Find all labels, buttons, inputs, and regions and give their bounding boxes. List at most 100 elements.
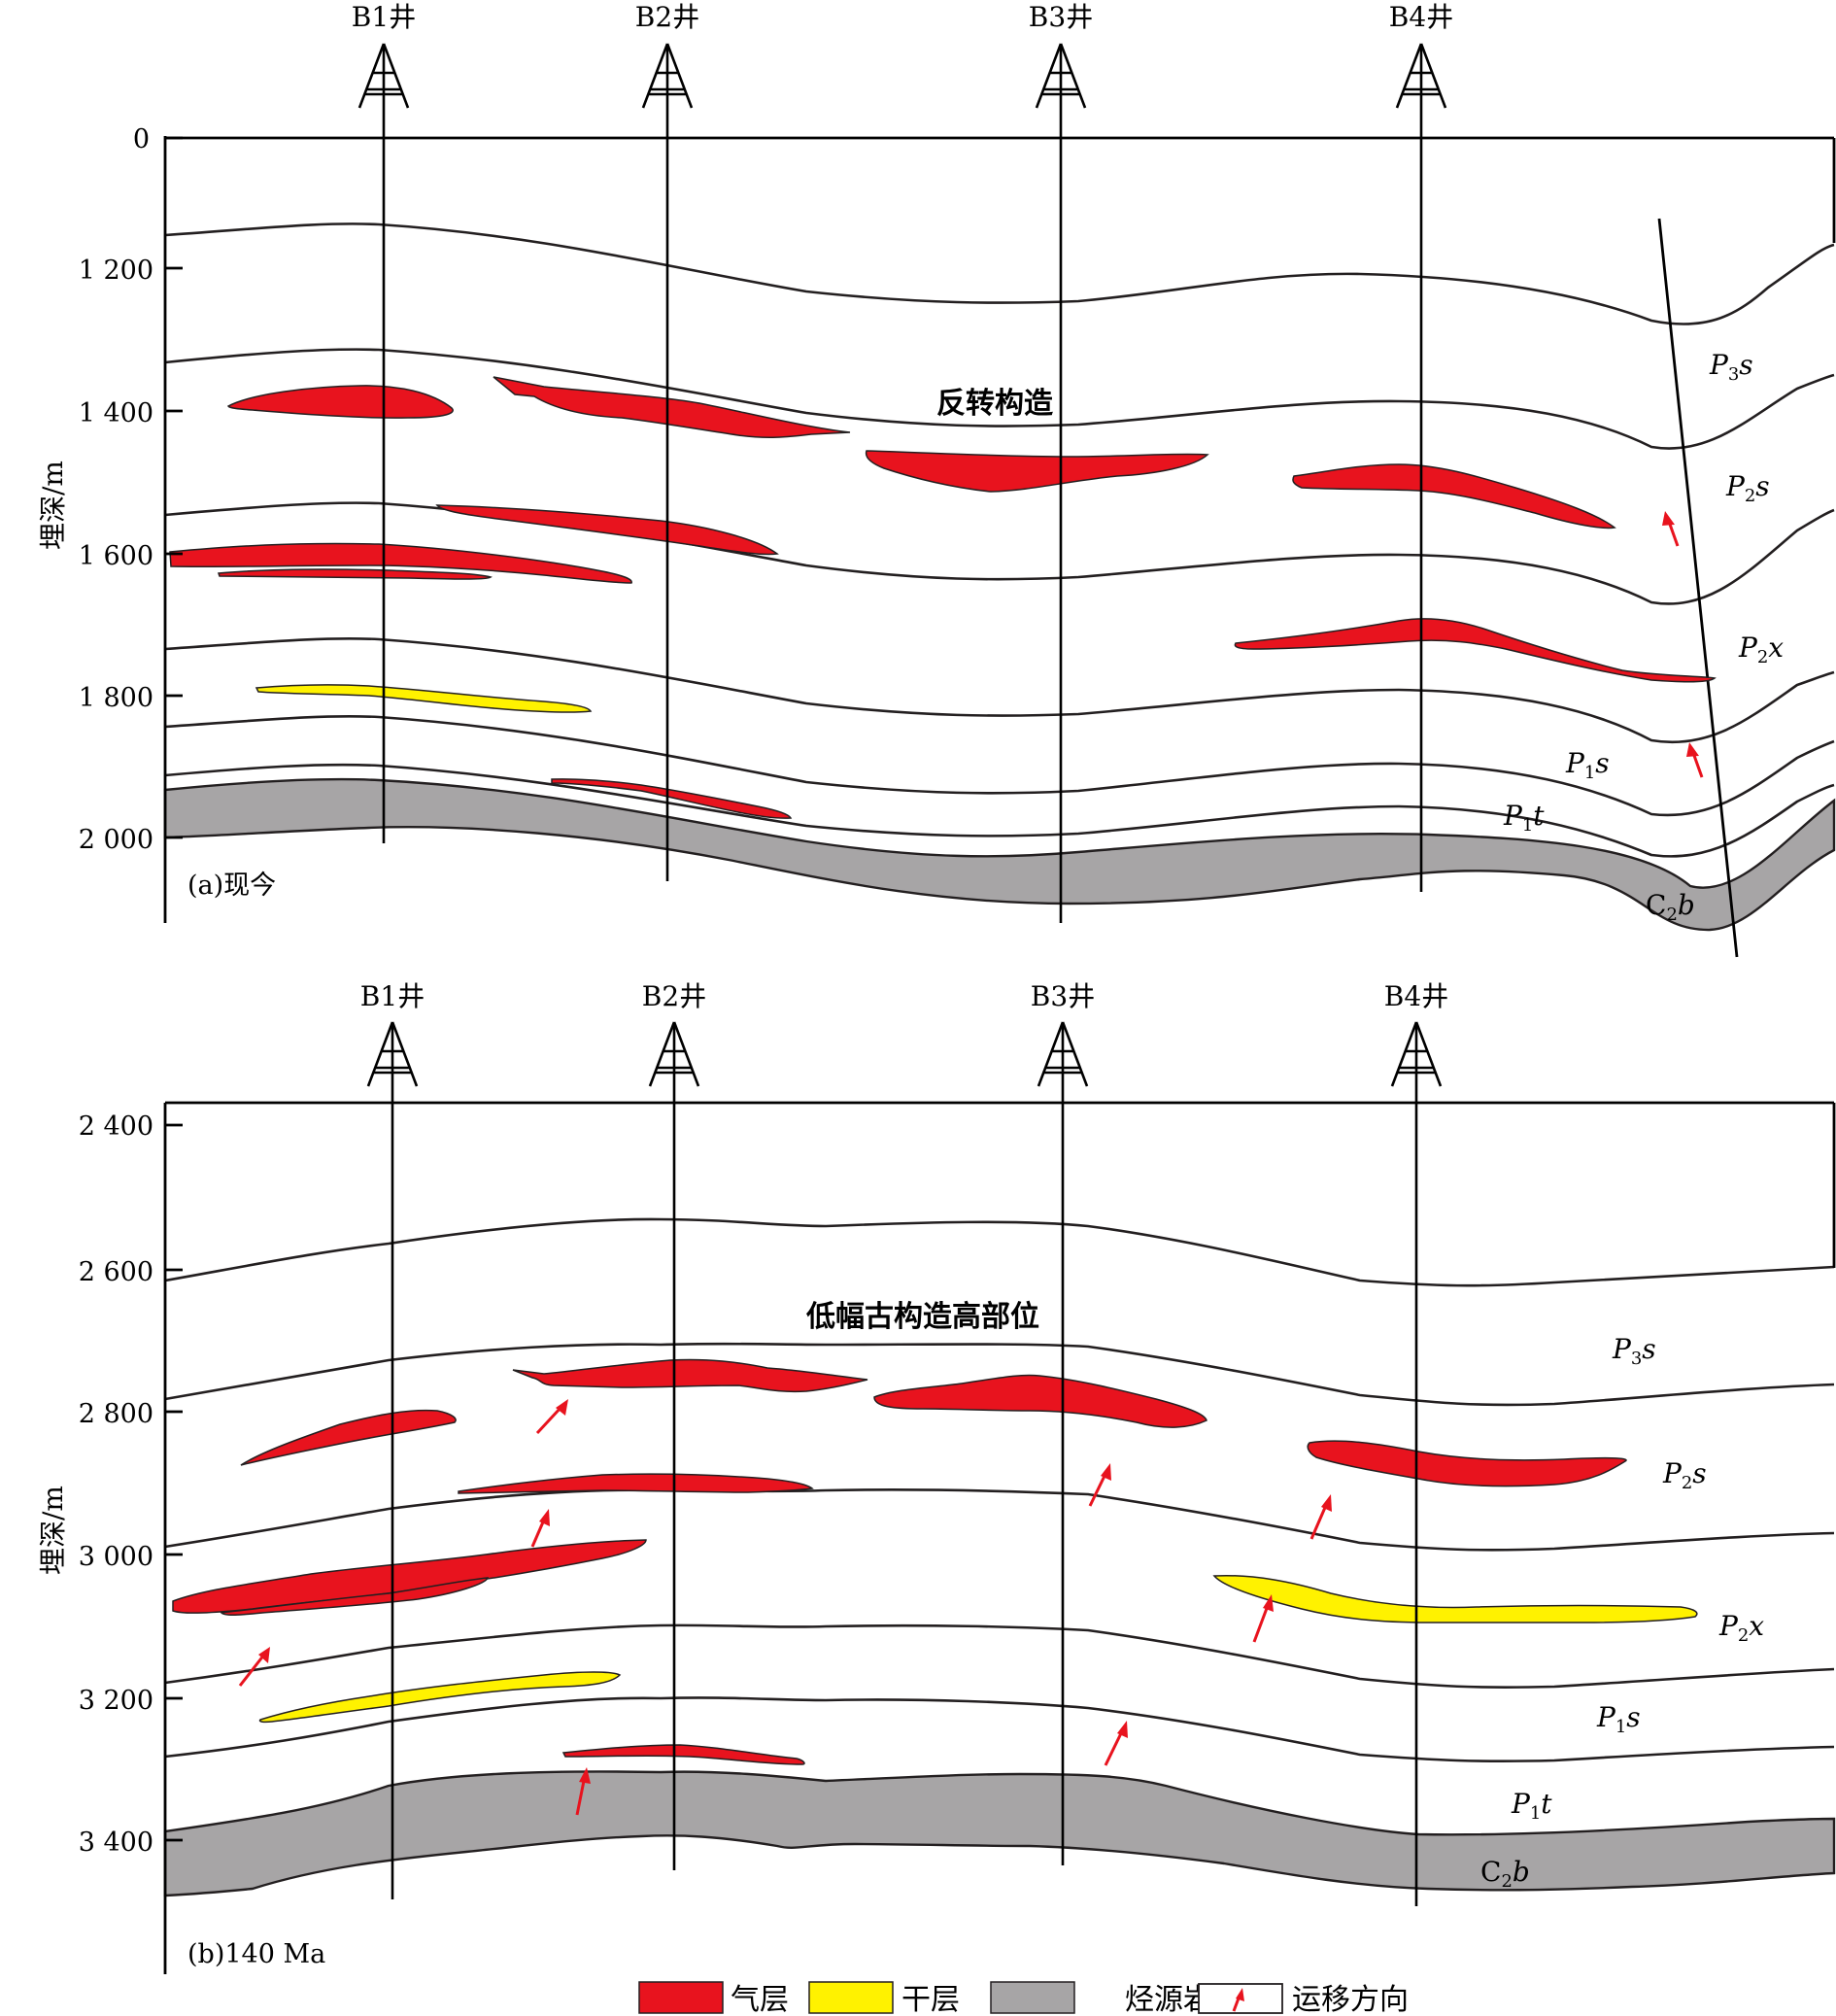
well-label: B2井 [635, 1, 699, 33]
legend-swatch-dry [808, 1981, 894, 2014]
formation-label-p1s: P1s [1565, 747, 1610, 783]
horizon-line [164, 1696, 1835, 1763]
well-label: B4井 [1384, 980, 1448, 1012]
well-b4: B4井 [1384, 980, 1448, 1906]
formation-label-p3s: P3s [1709, 349, 1753, 385]
migration-arrow [575, 1767, 591, 1816]
gas-layer [226, 385, 454, 419]
migration-arrow [530, 1509, 550, 1548]
formation-label-p3s: P3s [1612, 1333, 1656, 1369]
formation-label-p2x: P2x [1718, 1610, 1764, 1646]
legend-swatch-gas [638, 1981, 724, 2014]
tick-label: 1 400 [79, 398, 153, 428]
tick-label: 1 600 [79, 541, 153, 571]
formation-label-p2x: P2x [1738, 632, 1784, 667]
panel-label: (a)现今 [187, 871, 276, 901]
legend-label: 烃源岩 [1125, 1983, 1212, 2016]
annotation-label: 低幅古构造高部位 [805, 1300, 1039, 1334]
migration-arrow [238, 1647, 270, 1687]
source-rock-layer [163, 1770, 1836, 1897]
gas-layer [217, 568, 493, 580]
gas-layer [1307, 1440, 1627, 1487]
well-label: B3井 [1029, 1, 1093, 33]
well-b2: B2井 [635, 1, 699, 881]
formation-labels: P3s P2s P2x P1s P1t C2b [1503, 349, 1784, 925]
migration-arrow [1104, 1721, 1128, 1766]
dry-layer [255, 684, 593, 713]
tick-label: 3 200 [79, 1686, 153, 1716]
panel-label: (b)140 Ma [187, 1939, 325, 1969]
horizon-line [164, 715, 1835, 817]
gas-layer [169, 542, 632, 584]
gas-layer [493, 376, 851, 438]
well-b2: B2井 [642, 980, 706, 1870]
tick-label: 3 000 [79, 1542, 153, 1572]
migration-arrow [1252, 1594, 1274, 1643]
formation-label-p1t: P1t [1511, 1788, 1552, 1824]
migration-arrow [1309, 1494, 1332, 1540]
tick-label: 2 000 [79, 825, 153, 855]
horizon-line [164, 1623, 1835, 1690]
well-label: B3井 [1031, 980, 1095, 1012]
migration-arrow [1686, 742, 1704, 778]
well-b4: B4井 [1389, 1, 1453, 892]
well-b3: B3井 [1029, 1, 1093, 923]
tick-label: 1 200 [79, 256, 153, 286]
tick-label: 3 400 [79, 1828, 153, 1858]
horizon-line [164, 1342, 1835, 1407]
dry-layer [1212, 1574, 1698, 1623]
horizon-line [164, 637, 1835, 744]
gas-layer [561, 1744, 805, 1765]
horizon-line [164, 1217, 1835, 1287]
well-b1: B1井 [360, 980, 425, 1899]
horizon-line [164, 222, 1835, 325]
well-label: B1井 [352, 1, 416, 33]
panel-a: B1井 B2井 B3井 B4井 0 1 [37, 1, 1836, 958]
formation-label-p1s: P1s [1596, 1701, 1641, 1737]
legend-label: 干层 [901, 1983, 960, 2016]
legend: 气层 干层 烃源岩 运移方向 [638, 1981, 1409, 2016]
migration-arrow [1088, 1463, 1111, 1507]
well-b1: B1井 [352, 1, 416, 843]
horizon-line [164, 763, 1835, 858]
dry-layer [258, 1671, 622, 1724]
tick-label: 1 800 [79, 683, 153, 713]
well-label: B2井 [642, 980, 706, 1012]
fault-line [1657, 218, 1739, 958]
gas-layer [551, 778, 793, 819]
tick-label: 2 400 [79, 1111, 153, 1142]
depth-axis-a: 0 1 200 1 400 1 600 1 800 2 000 埋深/m [37, 124, 1836, 923]
gas-layer [435, 504, 779, 556]
axis-title: 埋深/m [37, 461, 69, 550]
panel-b: B1井 B2井 B3井 B4井 2 400 [37, 980, 1836, 1974]
formation-label-c2b: C2b [1646, 889, 1695, 925]
gas-layer [873, 1374, 1207, 1428]
gas-layer [865, 450, 1209, 493]
gas-layer [458, 1473, 814, 1494]
gas-layer [1234, 618, 1717, 683]
migration-arrow [535, 1399, 568, 1435]
formation-label-p1t: P1t [1503, 800, 1545, 836]
migration-arrow [1662, 511, 1680, 547]
well-label: B4井 [1389, 1, 1453, 33]
tick-label: 0 [133, 124, 150, 154]
source-rock-layer [163, 777, 1836, 932]
axis-title: 埋深/m [37, 1486, 69, 1575]
formation-label-p2s: P2s [1725, 470, 1770, 506]
tick-label: 2 800 [79, 1399, 153, 1429]
tick-label: 2 600 [79, 1257, 153, 1287]
legend-swatch-source-rock [990, 1981, 1075, 2014]
gas-layer [240, 1409, 457, 1466]
formation-label-p2s: P2s [1662, 1457, 1707, 1493]
depth-axis-b: 2 400 2 600 2 800 3 000 3 200 3 400 埋深/m [37, 1101, 1836, 1974]
legend-label: 气层 [731, 1983, 789, 2016]
well-b3: B3井 [1031, 980, 1095, 1865]
well-label: B1井 [360, 980, 425, 1012]
gas-layer [1292, 463, 1616, 530]
horizon-line [164, 348, 1835, 450]
formation-label-c2b: C2b [1480, 1856, 1530, 1892]
gas-layer [172, 1539, 647, 1614]
gas-layer [220, 1577, 490, 1617]
gas-layer [512, 1358, 868, 1393]
